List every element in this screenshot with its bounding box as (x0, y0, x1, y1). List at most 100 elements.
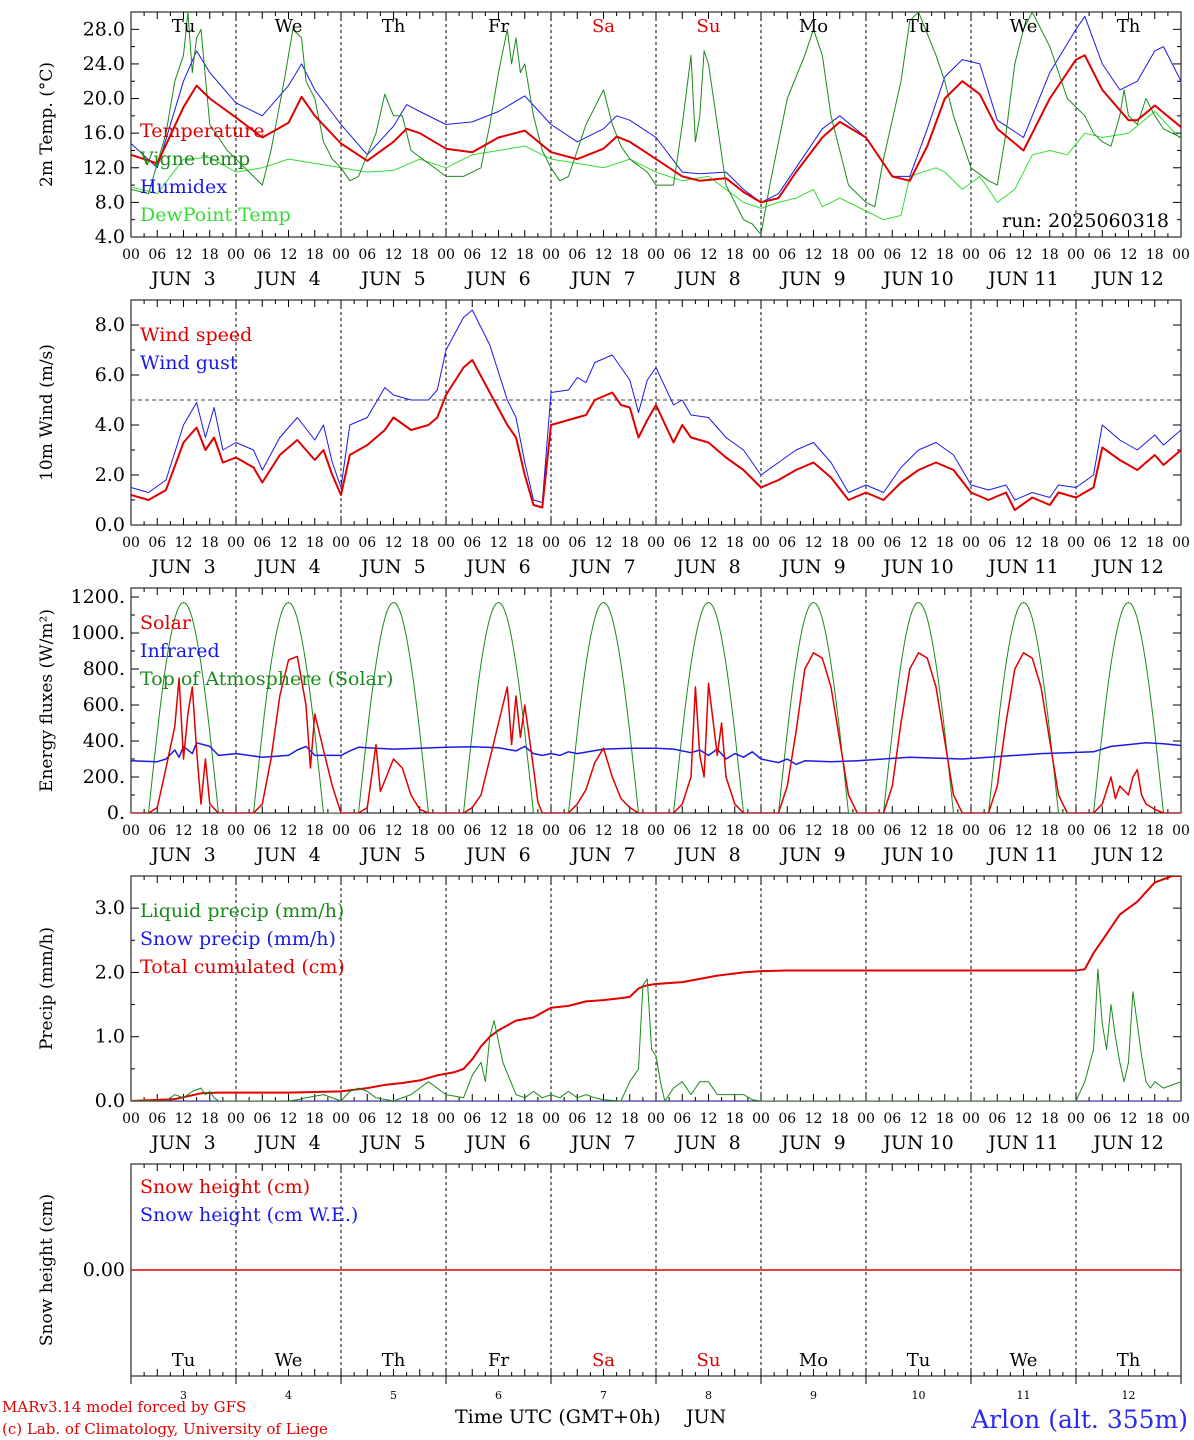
x-minor-ticks (130, 588, 1182, 813)
x-hour-label: 06 (673, 535, 691, 551)
x-hour-label: 00 (1067, 823, 1085, 839)
x-hour-label: 12 (910, 823, 928, 839)
x-hour-label: 00 (542, 823, 560, 839)
x-hour-label: 18 (936, 247, 954, 263)
x-hour-label: 12 (1015, 1111, 1033, 1127)
weekday-label: Fr (488, 16, 509, 37)
x-hour-label: 18 (1041, 1111, 1059, 1127)
x-hour-label: 00 (122, 247, 140, 263)
x-date-label: JUN 3 (149, 844, 215, 866)
x-date-label: JUN 8 (674, 556, 740, 578)
x-date-label: JUN 12 (1091, 1132, 1163, 1154)
x-hour-label: 06 (883, 1111, 901, 1127)
x-hour-label: 06 (883, 247, 901, 263)
day-number-label: 3 (180, 1389, 187, 1402)
x-hour-label: 18 (726, 823, 744, 839)
x-hour-label: 06 (988, 535, 1006, 551)
x-date-label: JUN 6 (464, 556, 530, 578)
legend-entry: Total cumulated (cm) (140, 956, 345, 978)
time-axis-title: Time UTC (GMT+0h) (455, 1406, 661, 1428)
x-hour-label: 12 (700, 823, 718, 839)
x-hour-label: 18 (936, 1111, 954, 1127)
y-tick-label: 1.0 (95, 1026, 125, 1048)
x-hour-label: 18 (1146, 247, 1164, 263)
x-date-label: JUN 12 (1091, 556, 1163, 578)
x-date-label: JUN 4 (254, 556, 320, 578)
x-hour-label: 00 (437, 823, 455, 839)
x-hour-label: 06 (568, 535, 586, 551)
legend-entry: Liquid precip (mm/h) (140, 900, 344, 922)
x-hour-label: 06 (778, 823, 796, 839)
legend-entry: Humidex (140, 176, 227, 198)
weekday-label: We (1010, 16, 1038, 37)
x-hour-label: 00 (1067, 535, 1085, 551)
x-date-label: JUN 11 (986, 268, 1058, 290)
x-date-label: JUN 10 (881, 1132, 953, 1154)
x-minor-ticks (130, 876, 1182, 1101)
x-hour-label: 12 (1120, 1111, 1138, 1127)
series-line (131, 12, 1181, 235)
y-tick-label: 4.0 (95, 226, 125, 248)
x-hour-label: 00 (1172, 823, 1190, 839)
x-hour-label: 12 (385, 1111, 403, 1127)
x-minor-ticks (130, 1164, 1182, 1376)
plot-frame (130, 587, 1182, 814)
x-date-label: JUN 6 (464, 1132, 530, 1154)
x-hour-label: 18 (1146, 823, 1164, 839)
weekday-label: We (275, 1350, 303, 1371)
x-hour-label: 12 (805, 535, 823, 551)
weekday-label: Th (1117, 1350, 1141, 1371)
y-tick-label: 2.0 (95, 464, 125, 486)
x-hour-label: 00 (437, 535, 455, 551)
x-hour-label: 18 (411, 247, 429, 263)
y-tick-label: 800. (83, 658, 125, 680)
y-axis-label: 10m Wind (m/s) (37, 344, 57, 481)
legend-entry: Temperature (140, 120, 264, 142)
x-hour-label: 06 (358, 247, 376, 263)
x-hour-label: 12 (175, 823, 193, 839)
x-hour-label: 00 (227, 823, 245, 839)
x-hour-label: 06 (1093, 1111, 1111, 1127)
x-hour-label: 18 (516, 535, 534, 551)
series-line (131, 309, 1181, 503)
x-hour-label: 00 (647, 823, 665, 839)
series-line (131, 876, 1181, 1101)
x-hour-label: 00 (1067, 247, 1085, 263)
x-hour-label: 18 (726, 1111, 744, 1127)
x-hour-label: 18 (1041, 535, 1059, 551)
legend-entry: Snow precip (mm/h) (140, 928, 336, 950)
x-hour-label: 06 (358, 535, 376, 551)
panel-5: 0.00 Snow height (cm) Snow height (cm) Snow… (37, 1163, 1182, 1402)
x-hour-label: 18 (621, 823, 639, 839)
x-hour-label: 06 (148, 1111, 166, 1127)
weekday-label: Mo (799, 16, 828, 37)
x-hour-label: 06 (463, 247, 481, 263)
x-hour-label: 06 (988, 1111, 1006, 1127)
x-hour-label: 06 (463, 535, 481, 551)
y-tick-label: 400. (83, 730, 125, 752)
x-date-label: JUN 10 (881, 556, 953, 578)
x-hour-label: 00 (332, 1111, 350, 1127)
weekday-label: Th (1117, 16, 1141, 37)
x-hour-label: 12 (595, 823, 613, 839)
x-hour-label: 18 (411, 823, 429, 839)
x-date-label: JUN 8 (674, 268, 740, 290)
x-hour-label: 12 (1015, 247, 1033, 263)
x-hour-label: 18 (621, 1111, 639, 1127)
x-hour-label: 12 (175, 247, 193, 263)
x-hour-label: 12 (595, 535, 613, 551)
weekday-label: Tu (172, 16, 196, 37)
y-tick-label: 0.0 (95, 1090, 125, 1112)
day-number-label: 4 (285, 1389, 292, 1402)
y-tick-label: 16.0 (83, 122, 125, 144)
x-date-label: JUN 11 (986, 844, 1058, 866)
series-line (131, 15, 1181, 203)
day-number-label: 6 (495, 1389, 502, 1402)
day-number-label: 10 (912, 1389, 926, 1402)
x-hour-label: 18 (726, 535, 744, 551)
x-hour-label: 12 (1120, 823, 1138, 839)
x-hour-label: 06 (1093, 823, 1111, 839)
x-date-label: JUN 10 (881, 844, 953, 866)
x-hour-label: 06 (358, 1111, 376, 1127)
x-hour-label: 12 (280, 535, 298, 551)
